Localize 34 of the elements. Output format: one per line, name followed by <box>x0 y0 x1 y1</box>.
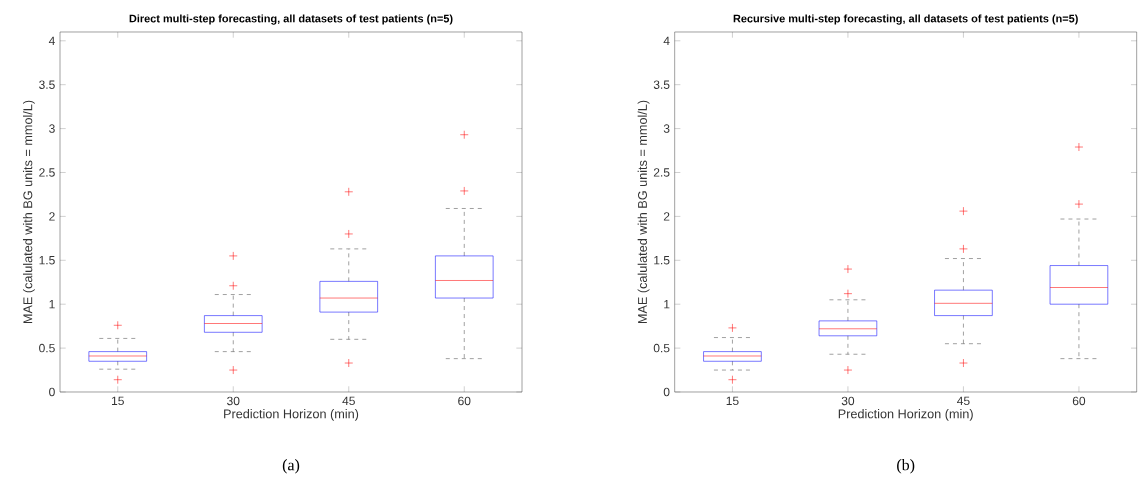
y-tick-label: 3.5 <box>39 80 55 89</box>
y-tick-label: 4 <box>48 36 55 45</box>
x-tick-label: 15 <box>726 396 739 406</box>
text: (a) <box>282 459 300 474</box>
text: (b) <box>897 459 915 474</box>
y-tick-label: 1.5 <box>39 256 55 265</box>
chart-title: Direct multi-step forecasting, all datasets of test patients (n=5) <box>129 14 453 25</box>
y-tick-label: 3 <box>663 124 670 133</box>
y-tick-label: 2 <box>49 212 55 221</box>
x-tick-label: 15 <box>112 396 124 406</box>
x-tick-label: 30 <box>841 396 855 406</box>
y-tick-label: 0 <box>49 387 55 397</box>
x-tick-label: 45 <box>342 396 355 406</box>
y-tick-label: 1 <box>664 300 670 309</box>
x-tick-label: 45 <box>957 396 970 406</box>
y-tick-label: 2 <box>663 212 670 221</box>
y-tick-label: 1.5 <box>654 256 670 265</box>
y-tick-label: 1 <box>49 300 55 309</box>
y-tick-label: 3 <box>49 124 55 133</box>
y-tick-label: 2.5 <box>653 168 670 177</box>
x-axis-title: Prediction Horizon (min) <box>838 409 973 421</box>
x-tick-label: 60 <box>1072 396 1086 406</box>
y-tick-label: 0.5 <box>653 343 670 353</box>
y-tick-label: 0 <box>663 387 670 397</box>
y-tick-label: 3.5 <box>653 80 670 89</box>
y-tick-label: 0.5 <box>39 343 55 353</box>
y-axis-title: MAE (calulated with BG units = mmol/L) <box>22 100 35 324</box>
x-axis-title: Prediction Horizon (min) <box>224 409 359 421</box>
y-tick-label: 2.5 <box>39 168 55 177</box>
y-axis-title: MAE (calulated with BG units = mmol/L) <box>637 100 650 324</box>
x-tick-label: 60 <box>458 396 471 406</box>
chart-title: Recursive multi-step forecasting, all datasets of test patients (n=5) <box>733 14 1078 25</box>
y-tick-label: 4 <box>663 36 670 45</box>
x-tick-label: 30 <box>227 396 240 406</box>
